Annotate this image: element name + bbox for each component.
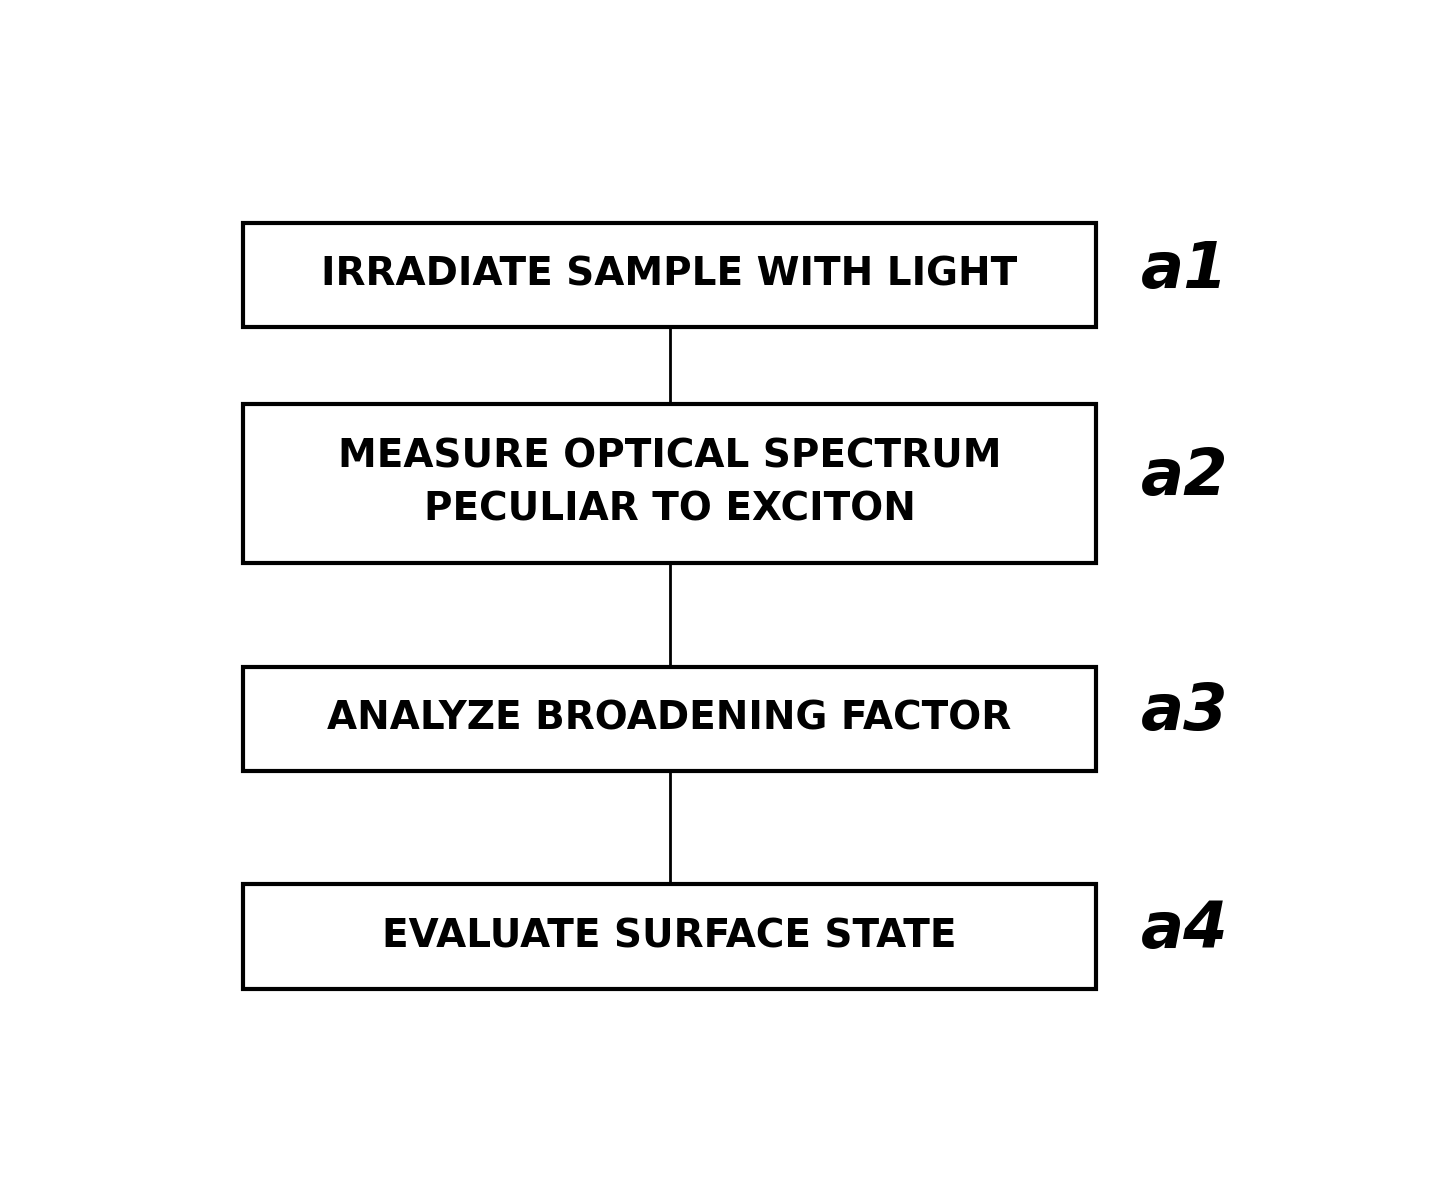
- Bar: [243, 884, 1097, 989]
- Text: a1: a1: [1142, 239, 1229, 301]
- Text: EVALUATE SURFACE STATE: EVALUATE SURFACE STATE: [383, 918, 956, 956]
- Bar: [243, 222, 1097, 327]
- Bar: [243, 667, 1097, 771]
- Text: ANALYZE BROADENING FACTOR: ANALYZE BROADENING FACTOR: [327, 700, 1011, 738]
- Text: a3: a3: [1142, 681, 1229, 743]
- Text: a2: a2: [1142, 446, 1229, 507]
- Text: MEASURE OPTICAL SPECTRUM
PECULIAR TO EXCITON: MEASURE OPTICAL SPECTRUM PECULIAR TO EXC…: [338, 438, 1001, 528]
- Bar: [243, 404, 1097, 563]
- Text: IRRADIATE SAMPLE WITH LIGHT: IRRADIATE SAMPLE WITH LIGHT: [322, 255, 1017, 294]
- Text: a4: a4: [1142, 899, 1229, 960]
